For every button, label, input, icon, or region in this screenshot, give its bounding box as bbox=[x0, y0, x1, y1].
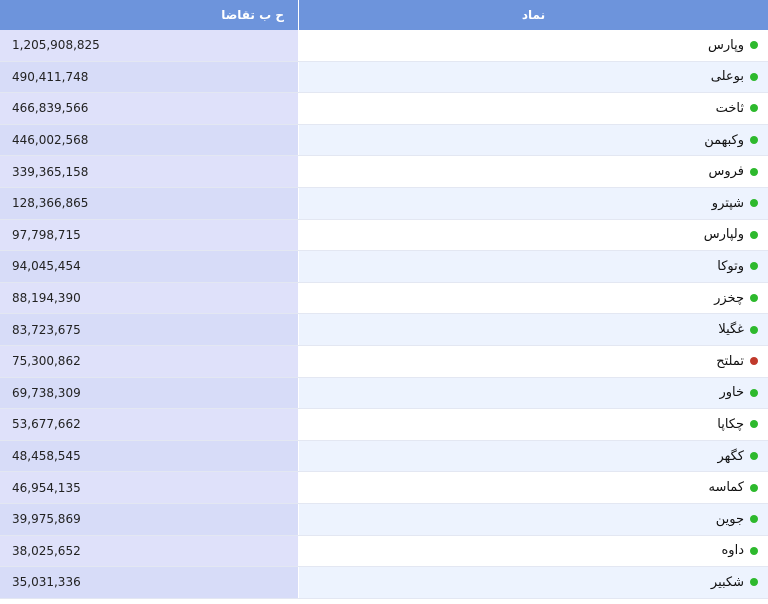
table-header: ح ب تقاضا نماد bbox=[0, 0, 768, 30]
status-dot-icon bbox=[750, 136, 758, 145]
demand-value: 46,954,135 bbox=[0, 472, 299, 503]
status-dot-icon bbox=[750, 104, 758, 113]
table-body: 1,205,908,825 وپارس 490,411,748 بوعلی 466,83… bbox=[0, 30, 768, 599]
symbol-cell[interactable]: غگیلا bbox=[299, 314, 768, 345]
symbol-cell[interactable]: داوه bbox=[299, 535, 768, 567]
table-row[interactable]: 46,954,135 کماسه bbox=[0, 472, 768, 504]
status-dot-icon bbox=[750, 515, 758, 524]
demand-value: 35,031,336 bbox=[0, 567, 299, 598]
status-dot-icon bbox=[750, 325, 758, 334]
table-row[interactable]: 75,300,862 تملتح bbox=[0, 345, 768, 378]
demand-value: 75,300,862 bbox=[0, 345, 299, 377]
demand-value: 69,738,309 bbox=[0, 377, 299, 409]
symbol-name: وتوکا bbox=[717, 258, 744, 274]
table-row[interactable]: 83,723,675 غگیلا bbox=[0, 314, 768, 346]
table-row[interactable]: 94,045,454 وتوکا bbox=[0, 251, 768, 283]
table-row[interactable]: 466,839,566 ثاخت bbox=[0, 93, 768, 125]
symbol-cell[interactable]: شکبیر bbox=[299, 567, 768, 598]
symbol-cell[interactable]: فروس bbox=[299, 156, 768, 187]
table-row[interactable]: 35,031,336 شکبیر bbox=[0, 567, 768, 599]
symbol-cell[interactable]: بوعلی bbox=[299, 61, 768, 93]
table-row[interactable]: 69,738,309 خاور bbox=[0, 377, 768, 410]
status-dot-icon bbox=[750, 452, 758, 461]
symbol-cell[interactable]: شپترو bbox=[299, 187, 768, 219]
symbol-cell[interactable]: خاور bbox=[299, 377, 768, 409]
status-dot-icon bbox=[750, 388, 758, 397]
demand-value: 339,365,158 bbox=[0, 156, 299, 187]
symbol-name: خاور bbox=[719, 385, 744, 401]
demand-value: 53,677,662 bbox=[0, 409, 299, 440]
demand-value: 48,458,545 bbox=[0, 440, 299, 472]
symbol-cell[interactable]: چخزر bbox=[299, 282, 768, 314]
table-row[interactable]: 446,002,568 وکبهمن bbox=[0, 124, 768, 157]
status-dot-icon bbox=[750, 262, 758, 271]
symbol-name: شکبیر bbox=[710, 574, 744, 590]
symbol-name: داوه bbox=[721, 543, 745, 559]
demand-value: 128,366,865 bbox=[0, 187, 299, 219]
status-dot-icon bbox=[750, 294, 758, 303]
table-row[interactable]: 97,798,715 ولپارس bbox=[0, 219, 768, 252]
status-dot-icon bbox=[750, 578, 758, 587]
table-row[interactable]: 88,194,390 چخزر bbox=[0, 282, 768, 315]
symbol-cell[interactable]: وپارس bbox=[299, 30, 768, 61]
symbol-name: شپترو bbox=[711, 195, 744, 211]
table-row[interactable]: 53,677,662 چکاپا bbox=[0, 409, 768, 441]
status-dot-icon bbox=[750, 72, 758, 81]
symbol-cell[interactable]: جوین bbox=[299, 503, 768, 535]
column-header-symbol[interactable]: نماد bbox=[521, 8, 546, 22]
symbol-name: جوین bbox=[715, 511, 744, 527]
symbol-cell[interactable]: چکاپا bbox=[299, 409, 768, 440]
symbol-cell[interactable]: کماسه bbox=[299, 472, 768, 503]
symbol-name: وپارس bbox=[707, 37, 744, 53]
table-row[interactable]: 38,025,652 داوه bbox=[0, 535, 768, 568]
demand-value: 39,975,869 bbox=[0, 503, 299, 535]
symbol-cell[interactable]: وتوکا bbox=[299, 251, 768, 282]
demand-value: 83,723,675 bbox=[0, 314, 299, 345]
status-dot-icon bbox=[750, 357, 758, 366]
symbol-name: کگهر bbox=[717, 448, 744, 464]
symbol-name: کماسه bbox=[708, 480, 744, 496]
symbol-name: ولپارس bbox=[703, 227, 744, 243]
demand-value: 94,045,454 bbox=[0, 251, 299, 282]
symbol-cell[interactable]: وکبهمن bbox=[299, 124, 768, 156]
symbol-cell[interactable]: ثاخت bbox=[299, 93, 768, 124]
status-dot-icon bbox=[750, 420, 758, 429]
symbol-cell[interactable]: تملتح bbox=[299, 345, 768, 377]
symbol-name: ثاخت bbox=[715, 100, 744, 116]
symbol-name: غگیلا bbox=[718, 322, 744, 338]
demand-value: 490,411,748 bbox=[0, 61, 299, 93]
table-row[interactable]: 48,458,545 کگهر bbox=[0, 440, 768, 473]
demand-value: 1,205,908,825 bbox=[0, 30, 299, 61]
demand-value: 466,839,566 bbox=[0, 93, 299, 124]
status-dot-icon bbox=[750, 167, 758, 176]
status-dot-icon bbox=[750, 199, 758, 208]
column-header-demand[interactable]: ح ب تقاضا bbox=[0, 0, 299, 30]
table-row[interactable]: 39,975,869 جوین bbox=[0, 503, 768, 536]
status-dot-icon bbox=[750, 230, 758, 239]
symbol-name: فروس bbox=[708, 164, 744, 180]
table-row[interactable]: 1,205,908,825 وپارس bbox=[0, 30, 768, 62]
demand-value: 38,025,652 bbox=[0, 535, 299, 567]
table-row[interactable]: 339,365,158 فروس bbox=[0, 156, 768, 188]
status-dot-icon bbox=[750, 41, 758, 50]
symbol-cell[interactable]: کگهر bbox=[299, 440, 768, 472]
demand-value: 446,002,568 bbox=[0, 124, 299, 156]
symbol-name: تملتح bbox=[716, 353, 744, 369]
status-dot-icon bbox=[750, 546, 758, 555]
demand-value: 88,194,390 bbox=[0, 282, 299, 314]
demand-value: 97,798,715 bbox=[0, 219, 299, 251]
symbol-cell[interactable]: ولپارس bbox=[299, 219, 768, 251]
symbol-name: وکبهمن bbox=[704, 132, 744, 148]
symbol-name: چکاپا bbox=[717, 416, 744, 432]
status-dot-icon bbox=[750, 483, 758, 492]
symbol-name: چخزر bbox=[714, 290, 744, 306]
symbol-name: بوعلی bbox=[710, 69, 744, 85]
table-row[interactable]: 128,366,865 شپترو bbox=[0, 187, 768, 220]
table-row[interactable]: 490,411,748 بوعلی bbox=[0, 61, 768, 94]
